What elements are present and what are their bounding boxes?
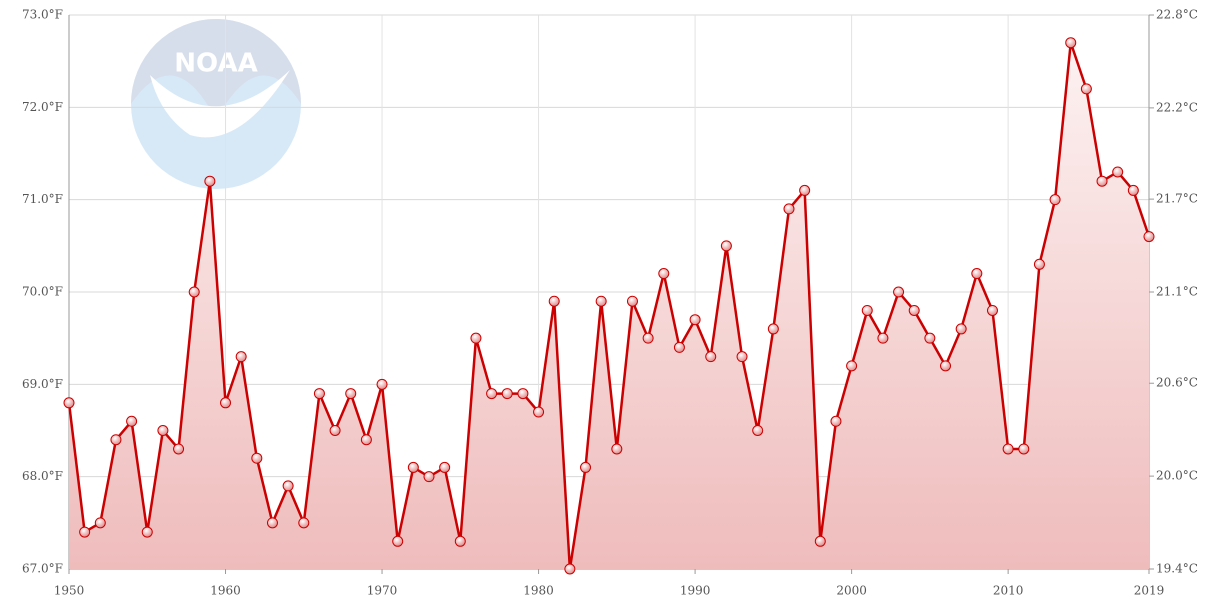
point — [439, 461, 451, 473]
point — [893, 286, 905, 298]
x-tick-label: 1970 — [367, 584, 398, 598]
area — [69, 42, 1149, 569]
point — [830, 415, 842, 427]
point — [392, 535, 404, 547]
point — [188, 286, 200, 298]
x-tick-label: 2010 — [993, 584, 1024, 598]
point — [407, 461, 419, 473]
point — [1080, 83, 1092, 95]
point — [595, 295, 607, 307]
point — [204, 175, 216, 187]
y-tick-label: 69.0°F — [22, 377, 63, 391]
point — [1143, 231, 1155, 243]
y2-tick-label: 22.2°C — [1156, 100, 1198, 114]
y2-tick-label: 19.4°C — [1156, 562, 1198, 576]
y-tick-label: 73.0°F — [22, 8, 63, 22]
point — [877, 332, 889, 344]
point — [313, 388, 325, 400]
point — [220, 397, 232, 409]
point — [235, 351, 247, 363]
point — [689, 314, 701, 326]
noaa-logo: NOAA — [131, 19, 301, 189]
y-tick-label: 68.0°F — [22, 469, 63, 483]
y-tick-label: 71.0°F — [22, 192, 63, 206]
y-tick-label: 67.0°F — [22, 562, 63, 576]
point — [1065, 37, 1077, 49]
y2-tick-label: 21.1°C — [1156, 285, 1198, 299]
point — [642, 332, 654, 344]
x-tick-label: 1980 — [523, 584, 554, 598]
point — [360, 434, 372, 446]
point — [705, 351, 717, 363]
point — [799, 184, 811, 196]
point — [141, 526, 153, 538]
point — [1049, 194, 1061, 206]
y-tick-label: 70.0°F — [22, 285, 63, 299]
point — [329, 425, 341, 436]
y-tick-label: 72.0°F — [22, 100, 63, 114]
point — [1018, 443, 1030, 455]
point — [63, 397, 75, 409]
point — [548, 295, 560, 307]
point — [298, 517, 310, 529]
point — [626, 295, 638, 307]
point — [454, 535, 466, 547]
point — [1096, 175, 1108, 187]
point — [345, 388, 357, 400]
point — [1127, 184, 1139, 196]
point — [517, 388, 529, 400]
point — [94, 517, 106, 529]
x-tick-label: 1950 — [54, 584, 85, 598]
point — [783, 203, 795, 215]
point — [736, 351, 748, 363]
point — [564, 563, 576, 575]
point — [173, 443, 185, 455]
point — [423, 471, 435, 483]
line — [67, 41, 1151, 571]
watermark: NOAA — [174, 49, 257, 79]
point — [720, 240, 732, 252]
point — [251, 452, 263, 464]
point — [376, 378, 388, 390]
x-tick-label: 1960 — [210, 584, 241, 598]
y2-tick-label: 22.8°C — [1156, 8, 1198, 22]
point — [924, 332, 936, 344]
point — [126, 415, 138, 427]
point — [767, 323, 779, 335]
point — [501, 388, 513, 400]
point — [1002, 443, 1014, 455]
point — [266, 517, 278, 529]
point — [814, 535, 826, 547]
x-tick-label: 1990 — [680, 584, 711, 598]
point — [282, 480, 294, 492]
point — [79, 526, 91, 538]
point — [486, 388, 498, 400]
point — [846, 360, 858, 372]
point — [470, 332, 482, 344]
point — [658, 268, 670, 280]
point — [1033, 258, 1045, 270]
y2-tick-label: 21.7°C — [1156, 192, 1198, 206]
point — [861, 304, 873, 316]
point — [908, 304, 920, 316]
y2-tick-label: 20.6°C — [1156, 376, 1198, 390]
point — [1112, 166, 1124, 178]
point — [673, 341, 685, 353]
x-tick-label: 2019 — [1134, 584, 1165, 598]
point — [611, 443, 623, 455]
point — [752, 425, 764, 436]
point — [940, 360, 952, 372]
point — [955, 323, 967, 335]
x-tick-label: 2000 — [836, 584, 867, 598]
point — [986, 304, 998, 316]
point — [580, 461, 592, 473]
point — [157, 425, 169, 436]
y2-tick-label: 20.0°C — [1156, 469, 1198, 483]
point — [533, 406, 545, 418]
point — [971, 268, 983, 280]
point — [110, 434, 122, 446]
